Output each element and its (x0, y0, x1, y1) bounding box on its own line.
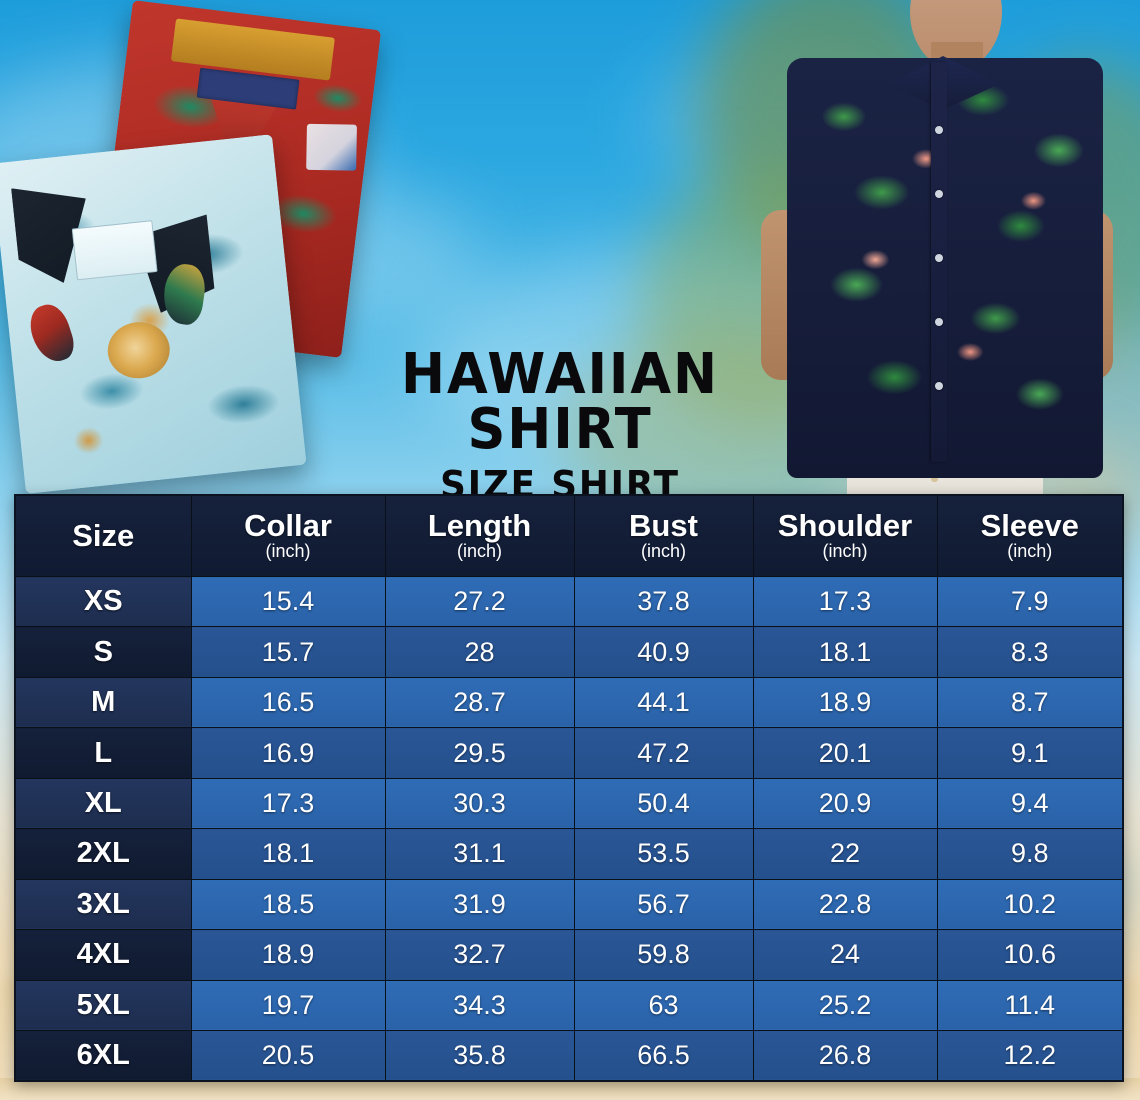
cell-bust: 53.5 (573, 828, 754, 880)
cell-bust: 56.7 (573, 878, 754, 931)
cell-collar: 18.5 (190, 878, 386, 931)
cell-shoulder: 18.1 (752, 626, 938, 678)
cell-collar: 16.5 (190, 676, 386, 729)
cell-shoulder: 25.2 (752, 979, 938, 1031)
cell-collar: 19.7 (190, 979, 386, 1031)
shirt-button (935, 382, 943, 390)
macaw-motif (24, 299, 79, 367)
page-title: HAWAIIAN SHIRT (401, 342, 719, 462)
cell-length: 28.7 (384, 676, 575, 729)
cell-shoulder: 17.3 (752, 575, 938, 628)
shirt-collar-band (170, 18, 335, 81)
shirt-pocket (71, 220, 158, 281)
cell-sleeve: 7.9 (936, 575, 1124, 628)
cell-length: 28 (384, 626, 575, 678)
cell-sleeve: 8.7 (936, 676, 1124, 729)
cell-collar: 15.4 (190, 575, 386, 628)
column-header-bust: Bust (inch) (573, 494, 754, 577)
cell-size: 6XL (14, 1029, 192, 1082)
cell-length: 31.9 (384, 878, 575, 931)
cell-size: 3XL (14, 878, 192, 931)
table-row: 6XL 20.5 35.8 66.5 26.8 12.2 (14, 1029, 1124, 1082)
table-row: 2XL 18.1 31.1 53.5 22 9.8 (14, 828, 1124, 880)
cell-collar: 18.1 (190, 828, 386, 880)
cell-size: S (14, 626, 192, 678)
cell-shoulder: 24 (752, 929, 938, 981)
cell-size: XS (14, 575, 192, 628)
shirt-button (935, 318, 943, 326)
shirt-tag (306, 123, 357, 171)
cell-sleeve: 9.1 (936, 727, 1124, 779)
title-block: HAWAIIAN SHIRT SIZE SHIRT (300, 342, 820, 504)
cell-sleeve: 10.2 (936, 878, 1124, 931)
cell-shoulder: 20.9 (752, 777, 938, 830)
hibiscus-motif (104, 318, 173, 381)
table-header-row: Size Collar (inch) Length (inch) Bust (i… (14, 494, 1124, 577)
cell-bust: 40.9 (573, 626, 754, 678)
cell-shoulder: 22.8 (752, 878, 938, 931)
cell-size: 2XL (14, 828, 192, 880)
cell-size: 4XL (14, 929, 192, 981)
cell-size: M (14, 676, 192, 729)
shirt-placket (931, 62, 947, 462)
cell-sleeve: 8.3 (936, 626, 1124, 678)
cell-collar: 16.9 (190, 727, 386, 779)
cell-shoulder: 22 (752, 828, 938, 880)
cell-size: XL (14, 777, 192, 830)
table-row: M 16.5 28.7 44.1 18.9 8.7 (14, 676, 1124, 729)
column-header-length: Length (inch) (384, 494, 575, 577)
cell-length: 32.7 (384, 929, 575, 981)
cell-collar: 20.5 (190, 1029, 386, 1082)
cell-length: 29.5 (384, 727, 575, 779)
size-chart-table: Size Collar (inch) Length (inch) Bust (i… (14, 494, 1124, 1082)
column-header-shoulder: Shoulder (inch) (752, 494, 938, 577)
table-row: 4XL 18.9 32.7 59.8 24 10.6 (14, 929, 1124, 981)
table-row: L 16.9 29.5 47.2 20.1 9.1 (14, 727, 1124, 779)
cell-bust: 66.5 (573, 1029, 754, 1082)
cell-sleeve: 9.4 (936, 777, 1124, 830)
table-row: XL 17.3 30.3 50.4 20.9 9.4 (14, 777, 1124, 830)
table-row: 3XL 18.5 31.9 56.7 22.8 10.2 (14, 878, 1124, 931)
sand-foreground (0, 1078, 1140, 1100)
cell-bust: 44.1 (573, 676, 754, 729)
cell-collar: 18.9 (190, 929, 386, 981)
shirt-button (935, 254, 943, 262)
cell-sleeve: 10.6 (936, 929, 1124, 981)
cell-bust: 59.8 (573, 929, 754, 981)
cell-length: 30.3 (384, 777, 575, 830)
cell-length: 27.2 (384, 575, 575, 628)
cell-bust: 50.4 (573, 777, 754, 830)
cell-sleeve: 11.4 (936, 979, 1124, 1031)
column-header-collar: Collar (inch) (190, 494, 386, 577)
cell-bust: 47.2 (573, 727, 754, 779)
cell-bust: 37.8 (573, 575, 754, 628)
cell-sleeve: 9.8 (936, 828, 1124, 880)
model-photo (735, 0, 1140, 500)
cell-bust: 63 (573, 979, 754, 1031)
column-header-size: Size (14, 494, 192, 577)
cell-size: 5XL (14, 979, 192, 1031)
cell-size: L (14, 727, 192, 779)
folded-blue-shirt (0, 134, 307, 494)
cell-shoulder: 20.1 (752, 727, 938, 779)
cell-collar: 15.7 (190, 626, 386, 678)
column-header-sleeve: Sleeve (inch) (936, 494, 1124, 577)
table-row: S 15.7 28 40.9 18.1 8.3 (14, 626, 1124, 678)
shirt-button (935, 190, 943, 198)
cell-length: 35.8 (384, 1029, 575, 1082)
table-row: 5XL 19.7 34.3 63 25.2 11.4 (14, 979, 1124, 1031)
cell-collar: 17.3 (190, 777, 386, 830)
cell-shoulder: 26.8 (752, 1029, 938, 1082)
cell-length: 34.3 (384, 979, 575, 1031)
shirt-button (935, 126, 943, 134)
cell-sleeve: 12.2 (936, 1029, 1124, 1082)
cell-length: 31.1 (384, 828, 575, 880)
cell-shoulder: 18.9 (752, 676, 938, 729)
table-row: XS 15.4 27.2 37.8 17.3 7.9 (14, 575, 1124, 628)
